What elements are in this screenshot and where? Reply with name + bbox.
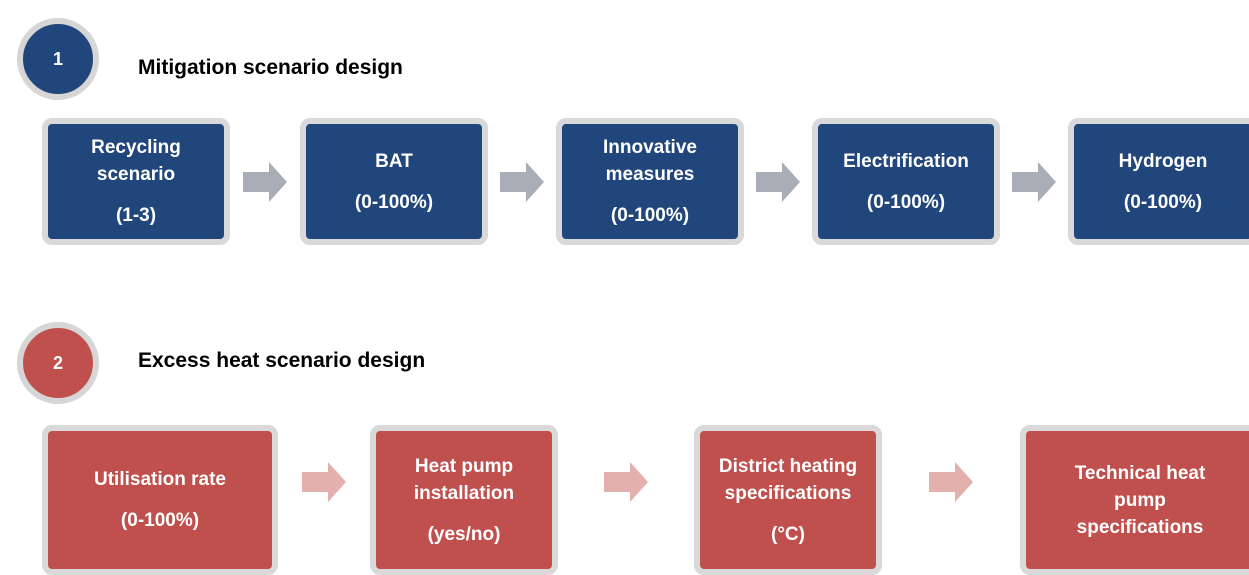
box-range: (yes/no): [427, 523, 501, 545]
box-label: Hydrogen: [1118, 150, 1208, 172]
step-number: 1: [17, 18, 99, 100]
box-range: (0-100%): [1123, 191, 1203, 213]
box-label: pump: [1114, 489, 1166, 511]
box-label: Innovative: [603, 137, 697, 158]
box-label: Electrification: [843, 150, 969, 172]
arrow: [604, 462, 648, 502]
box-range: (0-100%): [354, 191, 434, 213]
box-range: (0-100%): [120, 510, 200, 531]
box-label: scenario: [96, 164, 176, 185]
step-number: 2: [17, 322, 99, 404]
box-label: Technical heat: [1074, 462, 1206, 484]
step-box: Utilisation rate (0-100%): [42, 425, 278, 575]
box-range: (°C): [771, 523, 805, 545]
step-box: Heat pump installation (yes/no): [370, 425, 558, 575]
box-range: (1-3): [115, 205, 157, 226]
box-label: Utilisation rate: [94, 469, 226, 490]
arrow: [302, 462, 346, 502]
box-label: Heat pump: [414, 455, 514, 477]
box-label: Recycling: [91, 137, 181, 158]
box-label: BAT: [375, 150, 413, 172]
box-label: specifications: [724, 482, 852, 504]
step-box: Technical heat pump specifications: [1020, 425, 1249, 575]
arrow: [929, 462, 973, 502]
section-title: Mitigation scenario design: [138, 56, 403, 79]
step-box: Electrification (0-100%): [812, 118, 1000, 245]
box-label: District heating: [718, 455, 858, 477]
section-title: Excess heat scenario design: [138, 349, 426, 372]
box-range: (0-100%): [610, 205, 690, 226]
box-range: (0-100%): [866, 191, 946, 213]
step-box: BAT (0-100%): [300, 118, 488, 245]
box-label: specifications: [1076, 516, 1204, 538]
box-label: measures: [605, 164, 695, 185]
step-box: Recycling scenario (1-3): [42, 118, 230, 245]
arrow: [500, 162, 544, 202]
arrow: [243, 162, 287, 202]
step-box: Innovative measures (0-100%): [556, 118, 744, 245]
page: 1 Mitigation scenario design Recycling scen…: [17, 18, 1249, 575]
arrow: [756, 162, 800, 202]
arrow: [1012, 162, 1056, 202]
box-label: installation: [413, 482, 515, 504]
step-box: Hydrogen (0-100%): [1068, 118, 1249, 245]
step-box: District heating specifications (°C): [694, 425, 882, 575]
